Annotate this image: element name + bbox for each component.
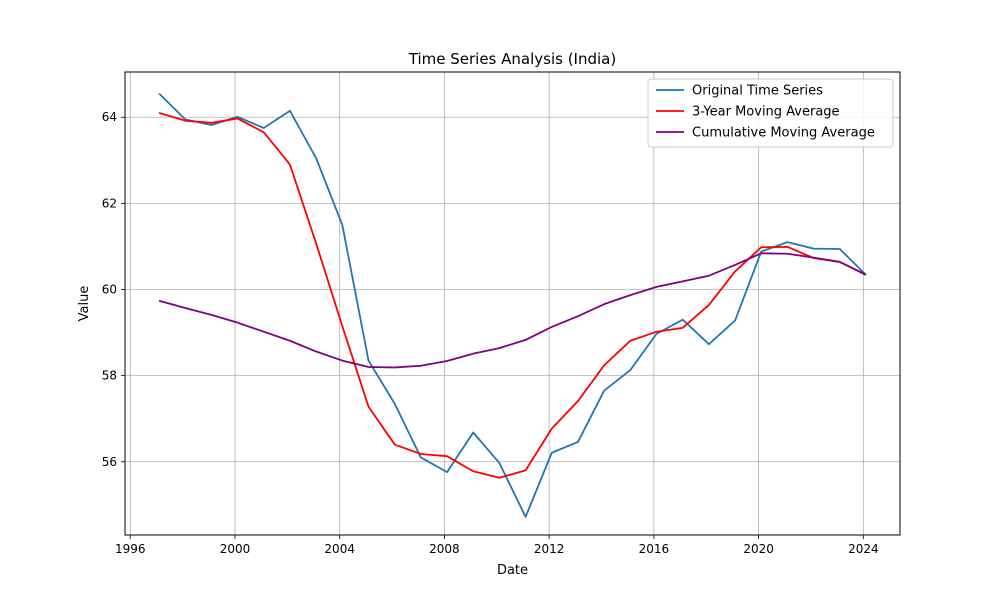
y-tick-label: 64 bbox=[102, 110, 117, 124]
x-tick-label: 2020 bbox=[743, 542, 774, 556]
y-axis: 56 58 60 62 64 bbox=[102, 110, 125, 469]
grid-lines bbox=[125, 72, 900, 535]
legend-box bbox=[647, 78, 894, 148]
y-axis-label: Value bbox=[77, 286, 92, 322]
x-tick-label: 2024 bbox=[848, 542, 879, 556]
y-tick-label: 56 bbox=[102, 455, 117, 469]
plot-frame bbox=[124, 71, 901, 536]
x-tick-label: 2004 bbox=[324, 542, 355, 556]
y-tick-label: 62 bbox=[102, 196, 117, 210]
series-line-original-time-series bbox=[158, 92, 867, 518]
x-tick-label: 2012 bbox=[534, 542, 565, 556]
legend: Original Time Series 3-Year Moving Averag… bbox=[647, 78, 894, 148]
chart-title: Time Series Analysis (India) bbox=[408, 50, 616, 68]
x-tick-label: 2016 bbox=[639, 542, 670, 556]
series-lines bbox=[158, 92, 867, 518]
legend-label: Cumulative Moving Average bbox=[692, 126, 875, 141]
series-line-cumulative-moving-average bbox=[158, 252, 867, 369]
legend-label: Original Time Series bbox=[692, 84, 823, 99]
x-tick-label: 2008 bbox=[429, 542, 460, 556]
x-tick-label: 1996 bbox=[115, 542, 146, 556]
legend-label: 3-Year Moving Average bbox=[692, 105, 840, 120]
x-axis-label: Date bbox=[497, 563, 528, 578]
y-tick-label: 58 bbox=[102, 369, 117, 383]
x-axis: 1996 2000 2004 2008 2012 2016 2020 2024 bbox=[115, 535, 879, 556]
y-tick-label: 60 bbox=[102, 283, 117, 297]
x-tick-label: 2000 bbox=[220, 542, 251, 556]
